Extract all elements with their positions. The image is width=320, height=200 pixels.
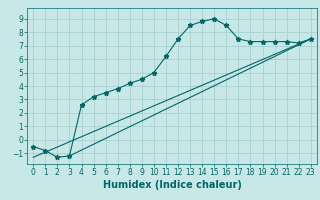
X-axis label: Humidex (Indice chaleur): Humidex (Indice chaleur) — [103, 180, 241, 190]
